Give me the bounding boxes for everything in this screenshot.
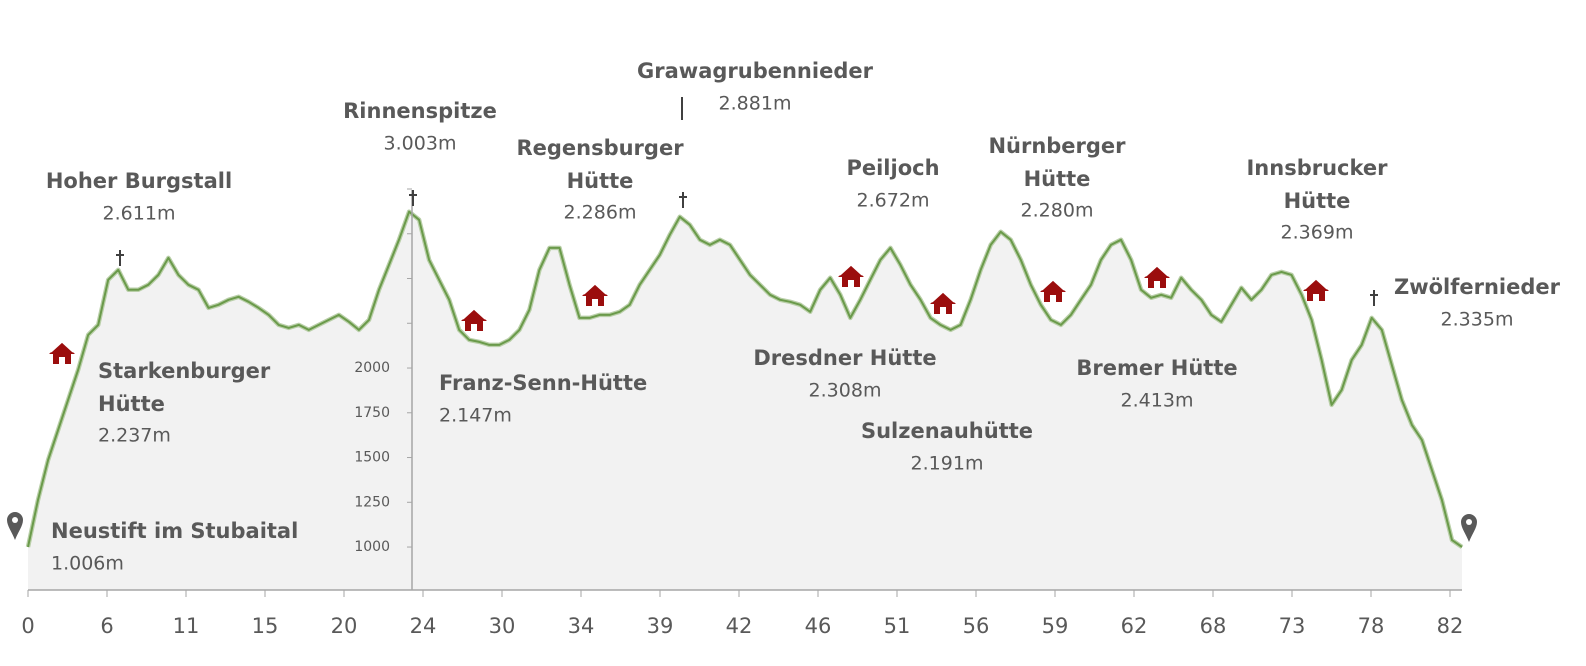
hut-icon	[1303, 279, 1329, 301]
x-tick-label: 73	[1279, 614, 1306, 638]
x-tick-label: 20	[331, 614, 358, 638]
place-name: Sulzenauhütte	[861, 419, 1033, 443]
place-name: Starkenburger	[98, 359, 271, 383]
summit-cross	[116, 250, 124, 266]
place-name: Zwölfernieder	[1394, 275, 1561, 299]
summit-cross	[1370, 290, 1378, 306]
hut-roof	[839, 264, 863, 276]
place-name: Hütte	[567, 169, 634, 193]
area-fill	[28, 211, 1462, 590]
hut-icon	[838, 265, 864, 287]
place-elevation: 2.147m	[439, 405, 512, 427]
place-elevation: 2.308m	[809, 380, 882, 402]
hut-icon	[49, 342, 75, 364]
hut-roof	[1304, 278, 1328, 290]
place-elevation: 2.286m	[564, 202, 637, 224]
place-name: Franz-Senn-Hütte	[439, 371, 647, 395]
hut-icon	[582, 284, 608, 306]
x-tick-label: 62	[1121, 614, 1148, 638]
place-elevation: 2.672m	[857, 190, 930, 212]
x-tick-label: 42	[726, 614, 753, 638]
place-elevation: 3.003m	[384, 133, 457, 155]
x-tick-label: 39	[647, 614, 674, 638]
place-name: Hütte	[1284, 189, 1351, 213]
hut-icon	[1144, 266, 1170, 288]
x-tick-label: 68	[1200, 614, 1227, 638]
hut-roof	[50, 341, 74, 353]
hut-icon	[1040, 280, 1066, 302]
place-name: Dresdner Hütte	[753, 346, 936, 370]
place-name: Nürnberger	[988, 134, 1126, 158]
hut-roof	[1041, 279, 1065, 291]
hut-roof	[1145, 265, 1169, 277]
place-name: Rinnenspitze	[343, 99, 497, 123]
location-pin	[1461, 514, 1477, 542]
place-elevation: 2.191m	[911, 453, 984, 475]
place-elevation: 2.369m	[1281, 222, 1354, 244]
hut-roof	[931, 291, 955, 303]
place-elevation: 2.237m	[98, 425, 171, 447]
place-elevation: 2.413m	[1121, 390, 1194, 412]
x-tick-label: 11	[173, 614, 200, 638]
summit-cross	[679, 192, 687, 208]
elevation-line-core	[27, 210, 1463, 548]
summit-cross	[409, 190, 417, 206]
place-name: Regensburger	[516, 136, 684, 160]
x-tick-label: 34	[568, 614, 595, 638]
hut-roof	[462, 308, 486, 320]
x-tick-label: 78	[1358, 614, 1385, 638]
hut-roof	[583, 283, 607, 295]
location-pin	[7, 512, 23, 540]
place-name: Hütte	[1024, 167, 1091, 191]
x-tick-label: 30	[489, 614, 516, 638]
place-elevation: 2.611m	[103, 203, 176, 225]
place-name: Hütte	[98, 392, 165, 416]
place-name: Bremer Hütte	[1076, 356, 1237, 380]
place-elevation: 2.280m	[1021, 200, 1094, 222]
y-tick-label: 1500	[354, 450, 390, 466]
y-tick-label: 1250	[354, 494, 390, 510]
y-tick-label: 1750	[354, 405, 390, 421]
hut-icon	[461, 309, 487, 331]
x-tick-label: 15	[252, 614, 279, 638]
pin-hole	[12, 517, 18, 523]
y-tick-label: 1000	[354, 539, 390, 555]
hut-icon	[930, 292, 956, 314]
x-tick-label: 59	[1042, 614, 1069, 638]
x-tick-label: 24	[410, 614, 437, 638]
place-elevation: 1.006m	[51, 553, 124, 575]
place-elevation: 2.335m	[1441, 309, 1514, 331]
y-tick-label: 2000	[354, 360, 390, 376]
place-name: Grawagrubennieder	[637, 59, 874, 83]
x-tick-label: 0	[21, 614, 34, 638]
place-elevation: 2.881m	[719, 93, 792, 115]
pin-hole	[1466, 519, 1472, 525]
place-name: Neustift im Stubaital	[51, 519, 298, 543]
x-tick-label: 46	[805, 614, 832, 638]
x-tick-label: 56	[963, 614, 990, 638]
place-name: Innsbrucker	[1246, 156, 1388, 180]
place-name: Peiljoch	[846, 156, 939, 180]
place-name: Hoher Burgstall	[46, 169, 232, 193]
x-tick-label: 6	[100, 614, 113, 638]
x-tick-label: 51	[884, 614, 911, 638]
x-tick-label: 82	[1437, 614, 1464, 638]
